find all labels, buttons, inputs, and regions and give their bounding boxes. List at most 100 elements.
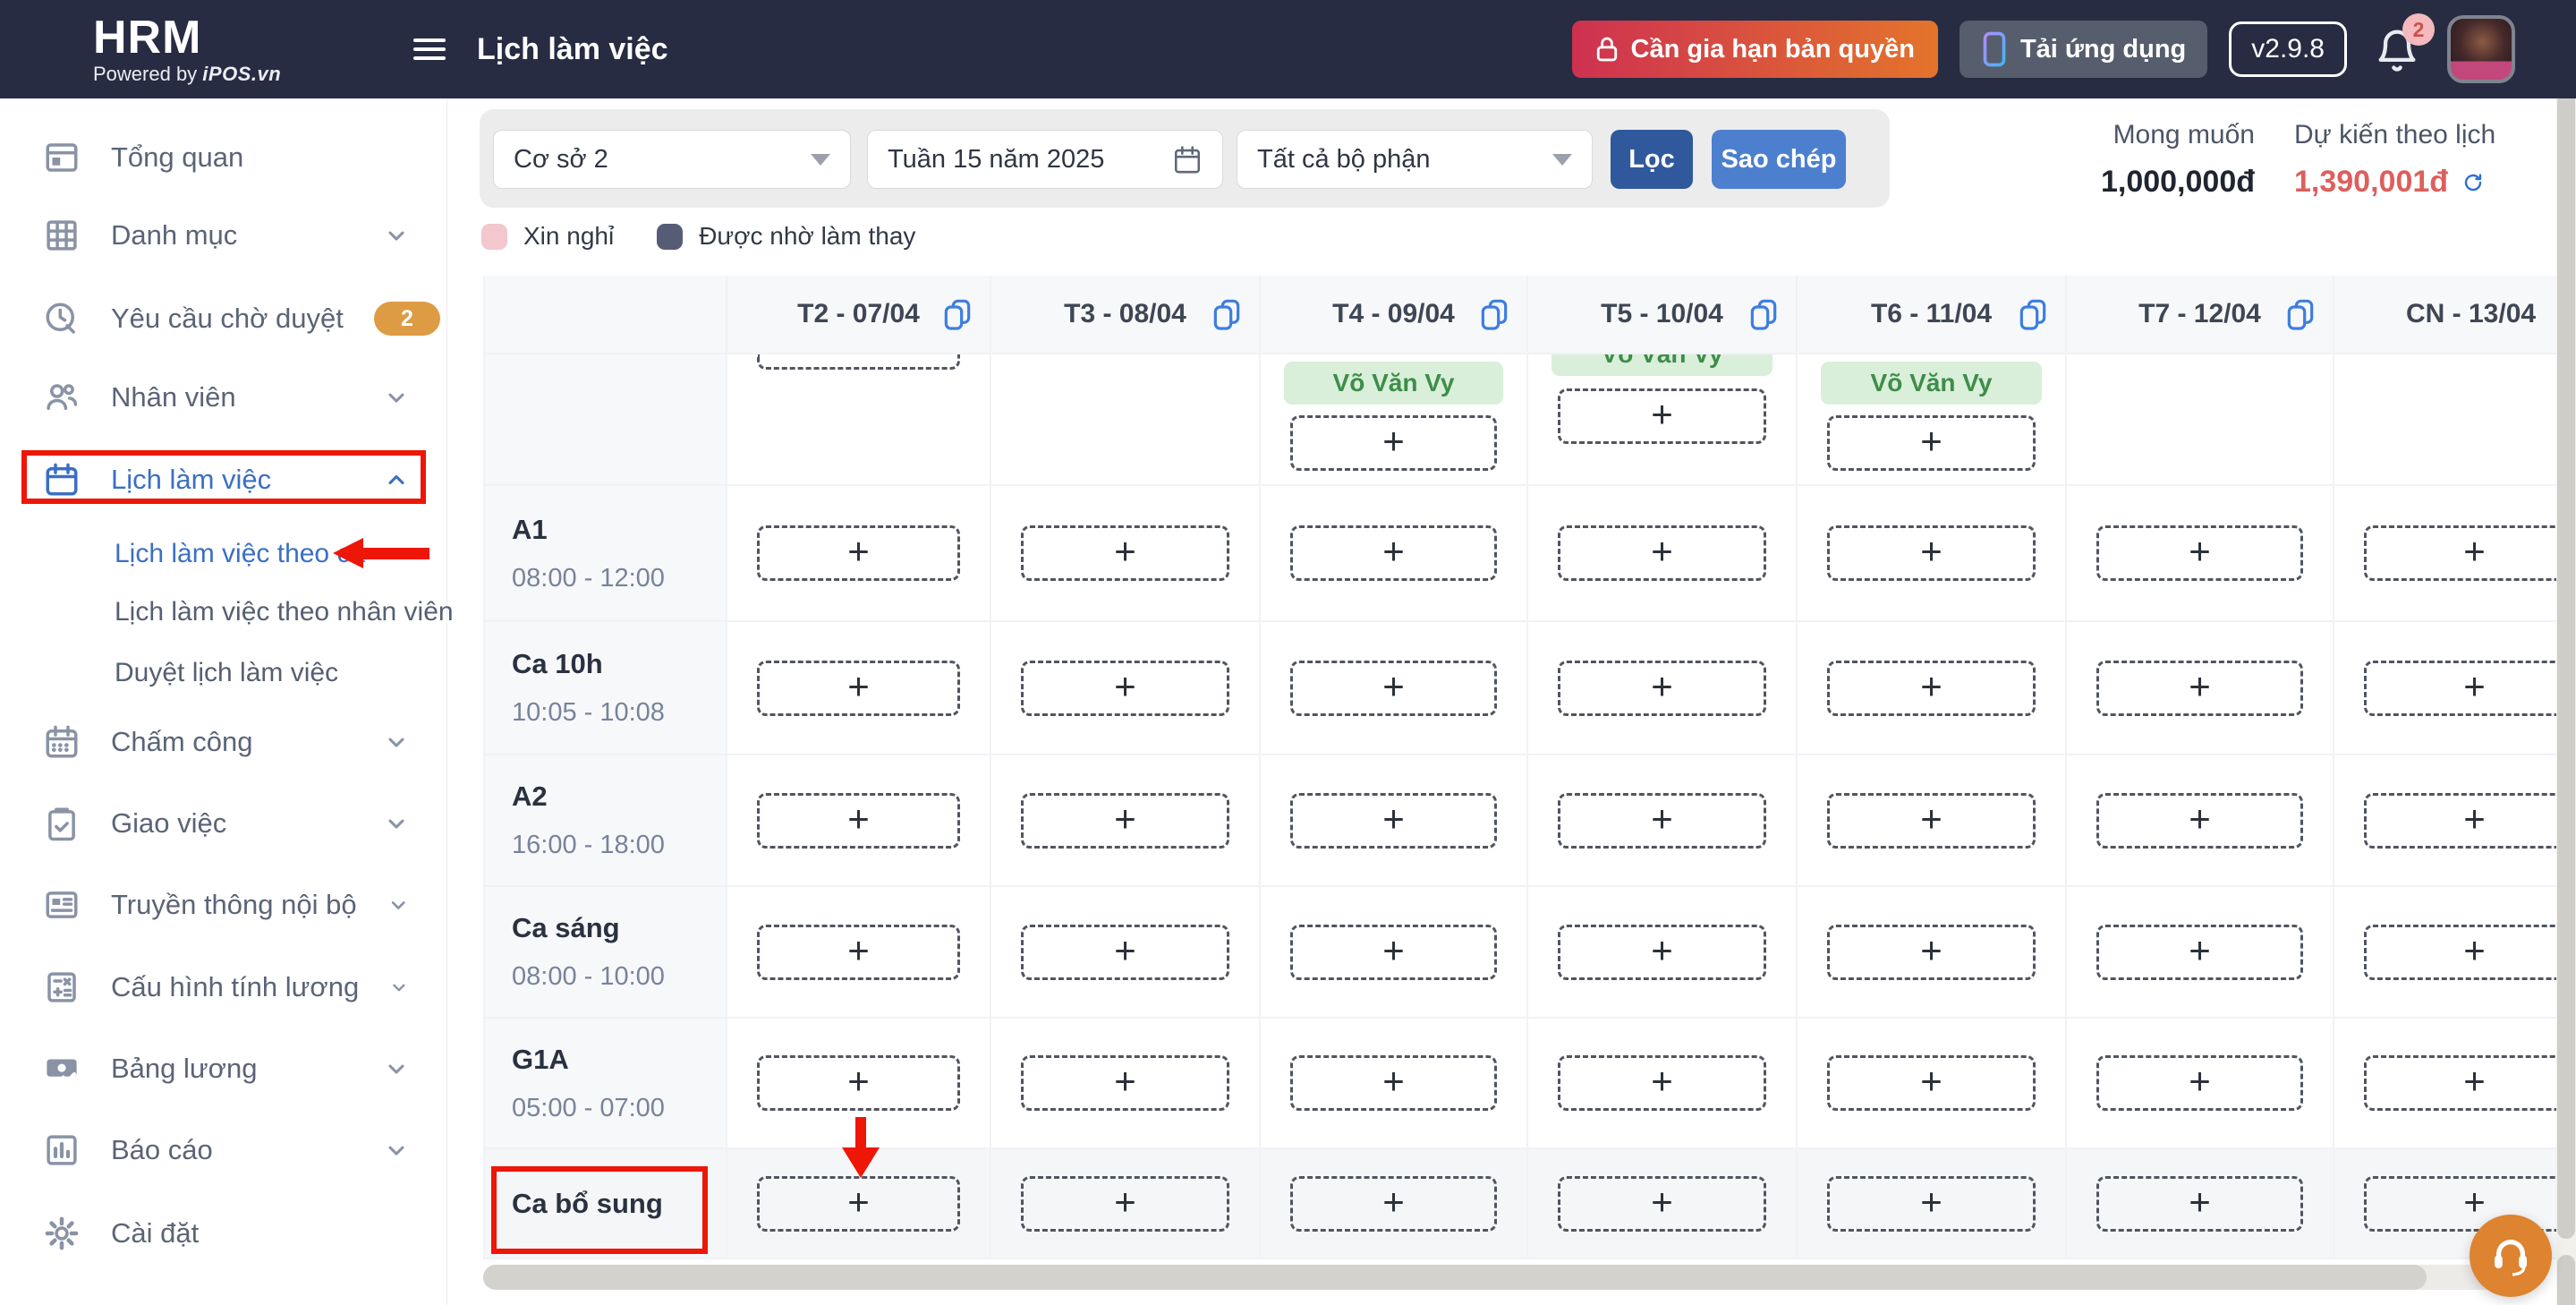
copy-day-icon[interactable] (943, 297, 972, 331)
day-header-1: T2 - 07/04 (727, 276, 991, 354)
add-shift-button[interactable]: + (1827, 1175, 2036, 1232)
facility-select[interactable]: Cơ sở 2 (493, 130, 851, 189)
shift-time: 08:00 - 12:00 (512, 563, 665, 593)
add-shift-button[interactable]: + (757, 792, 960, 849)
copy-day-icon[interactable] (1480, 297, 1509, 331)
sidebar-item-cau-hinh-tinh-luong[interactable]: Cấu hình tính lương (0, 956, 446, 1019)
add-shift-button[interactable]: + (1827, 660, 2036, 716)
sidebar-item-duyet-lich-lam-viec[interactable]: Duyệt lịch làm việc (0, 648, 446, 698)
day-header-4: T5 - 10/04 (1528, 276, 1798, 354)
add-shift-button[interactable]: + (1558, 1055, 1766, 1111)
add-shift-button[interactable]: + (757, 924, 960, 980)
vertical-scrollbar-thumb[interactable] (2557, 98, 2575, 1239)
add-shift-button[interactable]: + (1021, 924, 1229, 980)
add-shift-button[interactable]: + (757, 1175, 960, 1232)
gear-icon (43, 1215, 81, 1252)
sidebar-item-nhan-vien[interactable]: Nhân viên (0, 366, 446, 429)
refresh-icon[interactable] (2462, 166, 2484, 199)
sidebar-item-lich-lam-viec-theo-ca[interactable]: Lịch làm việc theo ca (0, 529, 446, 579)
add-shift-button[interactable]: + (1827, 525, 2036, 581)
sidebar-item-label: Yêu cầu chờ duyệt (111, 303, 344, 334)
shift-label-cell: A1 08:00 - 12:00 (485, 486, 727, 622)
shift-name: A1 (512, 513, 548, 545)
chevron-down-icon (384, 223, 409, 248)
chevron-down-icon (384, 1056, 409, 1081)
add-shift-button[interactable]: + (757, 660, 960, 716)
add-shift-button[interactable]: + (2364, 924, 2574, 980)
add-shift-button[interactable]: + (1827, 1055, 2036, 1111)
add-shift-button[interactable]: + (757, 1055, 960, 1111)
add-shift-button[interactable]: + (1290, 1055, 1497, 1111)
add-shift-button[interactable]: + (1558, 792, 1766, 849)
add-shift-button[interactable]: + (2096, 525, 2303, 581)
add-shift-button[interactable]: + (1827, 924, 2036, 980)
copy-day-icon[interactable] (2019, 297, 2047, 331)
add-shift-button[interactable]: + (2096, 924, 2303, 980)
copy-schedule-button[interactable]: Sao chép (1712, 130, 1846, 189)
add-shift-button[interactable]: + (1290, 525, 1497, 581)
sidebar-item-cai-dat[interactable]: Cài đặt (0, 1202, 446, 1265)
add-shift-button[interactable]: + (1021, 525, 1229, 581)
chevron-up-icon (384, 467, 409, 492)
copy-day-icon[interactable] (1212, 297, 1241, 331)
download-app-button[interactable]: Tải ứng dụng (1959, 21, 2208, 78)
shift-name: Ca bổ sung (512, 1187, 663, 1219)
add-shift-button[interactable]: + (1290, 792, 1497, 849)
add-shift-button[interactable]: + (1558, 388, 1766, 444)
employee-shift-chip[interactable]: Võ Văn Vy (1284, 362, 1503, 405)
week-picker[interactable]: Tuần 15 năm 2025 (867, 130, 1223, 189)
sidebar-item-danh-muc[interactable]: Danh mục (0, 204, 446, 267)
add-shift-button[interactable]: + (1827, 792, 2036, 849)
sidebar-item-tong-quan[interactable]: Tổng quan (0, 126, 446, 189)
add-shift-button[interactable]: + (2096, 792, 2303, 849)
employee-shift-chip-clipped[interactable]: Võ Văn Vy (1552, 354, 1773, 378)
copy-day-icon[interactable] (2286, 297, 2315, 331)
support-headset-button[interactable] (2470, 1215, 2552, 1297)
renew-license-button[interactable]: Cần gia hạn bản quyền (1571, 21, 1938, 78)
add-shift-button[interactable]: + (1290, 924, 1497, 980)
sidebar-item-giao-viec[interactable]: Giao việc (0, 792, 446, 855)
version-badge[interactable]: v2.9.8 (2229, 21, 2347, 77)
add-shift-button[interactable]: + (1558, 1175, 1766, 1232)
add-shift-button[interactable]: + (1021, 1175, 1229, 1232)
filter-button[interactable]: Lọc (1611, 130, 1693, 189)
sidebar-item-bao-cao[interactable]: Báo cáo (0, 1119, 446, 1181)
horizontal-scrollbar-thumb[interactable] (483, 1265, 2427, 1290)
add-shift-button[interactable]: + (757, 525, 960, 581)
add-shift-button[interactable]: + (2364, 792, 2574, 849)
add-shift-button[interactable]: + (2364, 1055, 2574, 1111)
add-shift-button[interactable]: + (2364, 660, 2574, 716)
sidebar-item-cham-cong[interactable]: Chấm công (0, 711, 446, 773)
add-shift-button[interactable]: + (1558, 525, 1766, 581)
add-shift-button[interactable]: + (1558, 924, 1766, 980)
employee-shift-chip[interactable]: Võ Văn Vy (1552, 354, 1773, 376)
sidebar-item-lich-lam-viec[interactable]: Lịch làm việc (0, 448, 446, 511)
add-shift-button[interactable]: + (1558, 660, 1766, 716)
sidebar-item-bang-luong[interactable]: Bảng lương (0, 1037, 446, 1100)
add-shift-button-clipped[interactable] (757, 354, 960, 370)
sidebar-item-yeu-cau-cho-duyet[interactable]: Yêu cầu chờ duyệt 2 (0, 287, 446, 350)
sidebar-item-lich-lam-viec-theo-nhan-vien[interactable]: Lịch làm việc theo nhân viên (0, 587, 454, 637)
vertical-scrollbar-thumb-lower[interactable] (2557, 1255, 2575, 1305)
notifications-button[interactable]: 2 (2374, 13, 2435, 74)
add-shift-button[interactable]: + (1290, 660, 1497, 716)
copy-day-icon[interactable] (1749, 297, 1778, 331)
sidebar-item-label: Giao việc (111, 807, 227, 839)
department-select[interactable]: Tất cả bộ phận (1237, 130, 1593, 189)
add-shift-button[interactable]: + (2096, 660, 2303, 716)
sidebar-item-truyen-thong-noi-bo[interactable]: Truyền thông nội bộ (0, 874, 446, 936)
employee-shift-chip[interactable]: Võ Văn Vy (1821, 362, 2042, 405)
add-shift-button[interactable]: + (1021, 660, 1229, 716)
add-shift-button[interactable]: + (2364, 1175, 2574, 1232)
add-shift-button[interactable]: + (1021, 1055, 1229, 1111)
add-shift-button[interactable]: + (1827, 415, 2036, 471)
add-shift-button[interactable]: + (1021, 792, 1229, 849)
user-avatar[interactable] (2447, 15, 2515, 83)
add-shift-button[interactable]: + (1290, 1175, 1497, 1232)
add-shift-button[interactable]: + (2096, 1175, 2303, 1232)
menu-toggle-icon[interactable] (413, 33, 446, 65)
add-shift-button[interactable]: + (2364, 525, 2574, 581)
add-shift-button[interactable]: + (1290, 415, 1497, 471)
add-shift-button[interactable]: + (2096, 1055, 2303, 1111)
schedule-cell-day-6: + (2067, 887, 2334, 1019)
